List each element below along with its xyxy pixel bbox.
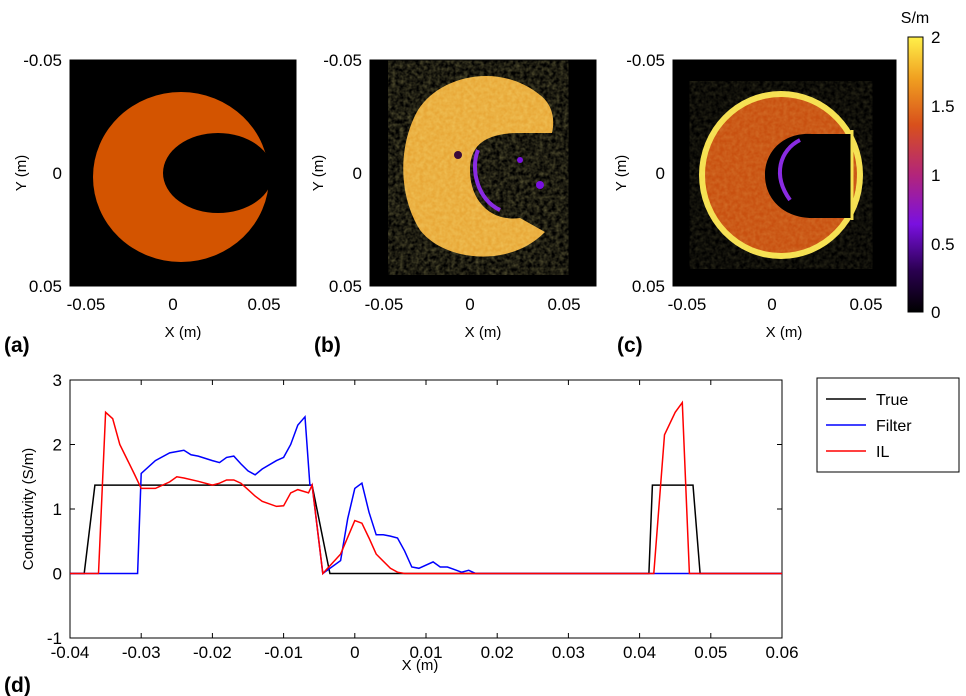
image-b-ytick-bot: 0.05 — [329, 277, 362, 296]
image-a-phantom — [93, 92, 273, 262]
panel-label-b: (b) — [314, 334, 341, 357]
legend: True Filter IL — [816, 377, 960, 473]
series-lines — [70, 400, 782, 576]
x-tick-label: 0.04 — [623, 643, 656, 662]
image-b-xtick-left: -0.05 — [365, 295, 404, 314]
x-tick-label: 0.02 — [481, 643, 514, 662]
image-c-xlabel: X (m) — [766, 324, 803, 341]
y-tick-label: 1 — [53, 500, 62, 519]
image-b-ytick-top: -0.05 — [323, 51, 362, 70]
image-a-xlabel: X (m) — [165, 324, 202, 341]
image-panel-c: -0.05 0 0.05 -0.05 0 0.05 X (m) Y (m) (c… — [613, 51, 897, 357]
legend-label-filter: Filter — [876, 418, 912, 435]
image-c-inner-hole — [765, 133, 852, 218]
image-c-xtick-right: 0.05 — [849, 295, 882, 314]
image-c-purple-fringe — [778, 138, 801, 202]
image-a-inner-hole — [163, 133, 273, 213]
legend-label-il: IL — [876, 444, 889, 461]
image-c-xtick-mid: 0 — [767, 295, 776, 314]
colorbar-unit: S/m — [901, 10, 929, 27]
image-a-xtick-right: 0.05 — [247, 295, 280, 314]
x-tick-label: 0 — [350, 643, 359, 662]
image-a-ylabel: Y (m) — [13, 155, 30, 191]
image-a-ytick-bot: 0.05 — [29, 277, 62, 296]
image-b-xtick-right: 0.05 — [547, 295, 580, 314]
image-a-ytick-top: -0.05 — [23, 51, 62, 70]
colorbar-tick-0-5: 0.5 — [931, 235, 955, 254]
image-a-xtick-mid: 0 — [168, 295, 177, 314]
y-tick-label: 0 — [53, 565, 62, 584]
x-axis-ticks: -0.04 -0.03 -0.02 -0.01 0 0.01 0.02 0.03 0.04 0.0… — [51, 380, 799, 662]
image-b-ylabel: Y (m) — [310, 155, 327, 191]
series-line-il — [70, 400, 782, 576]
image-b-reconstruction — [403, 75, 554, 257]
image-c-ylabel: Y (m) — [613, 155, 630, 191]
image-b-crescent-texture — [403, 75, 554, 257]
image-c-ytick-top: -0.05 — [626, 51, 665, 70]
image-b-purple-spot — [536, 181, 544, 189]
panel-label-a: (a) — [4, 334, 30, 357]
image-b-purple-fringe — [473, 149, 501, 212]
image-a-ytick-mid: 0 — [53, 164, 62, 183]
panel-label-d: (d) — [4, 674, 31, 696]
image-b-ytick-mid: 0 — [353, 164, 362, 183]
y-axis-label: Conductivity (S/m) — [20, 448, 37, 571]
plot-area — [69, 379, 783, 639]
image-c-reconstruction — [699, 91, 863, 259]
image-b-frame — [369, 59, 597, 287]
image-a-frame — [69, 59, 297, 287]
image-a-xtick-left: -0.05 — [67, 295, 106, 314]
colorbar-tick-1-5: 1.5 — [931, 97, 955, 116]
image-panel-a: -0.05 0 0.05 -0.05 0 0.05 X (m) Y (m) (a… — [4, 51, 297, 357]
colorbar-gradient — [907, 36, 924, 313]
colorbar-tick-1: 1 — [931, 166, 940, 185]
x-tick-label: -0.02 — [193, 643, 232, 662]
x-axis-label: X (m) — [402, 657, 439, 674]
y-tick-label: 2 — [53, 436, 62, 455]
image-b-xtick-mid: 0 — [465, 295, 474, 314]
x-tick-label: 0.05 — [694, 643, 727, 662]
image-panel-b: -0.05 0 0.05 -0.05 0 0.05 X (m) Y (m) (b… — [310, 51, 597, 357]
image-c-xtick-left: -0.05 — [668, 295, 707, 314]
x-tick-label: -0.04 — [51, 643, 90, 662]
y-axis-ticks: 3 2 1 0 -1 — [47, 371, 782, 648]
image-c-ytick-bot: 0.05 — [632, 277, 665, 296]
image-b-xlabel: X (m) — [465, 324, 502, 341]
x-tick-label: -0.01 — [264, 643, 303, 662]
colorbar-tick-2: 2 — [931, 28, 940, 47]
colorbar: S/m 2 1.5 1 0.5 0 — [901, 10, 955, 322]
image-c-ytick-mid: 0 — [656, 164, 665, 183]
image-b-dark-spot — [454, 151, 462, 159]
y-tick-label: -1 — [47, 629, 62, 648]
x-tick-label: -0.03 — [122, 643, 161, 662]
image-b-purple-spot-2 — [517, 157, 523, 163]
colorbar-tick-0: 0 — [931, 303, 940, 322]
y-tick-label: 3 — [53, 371, 62, 390]
x-tick-label: 0.06 — [765, 643, 798, 662]
panel-label-c: (c) — [617, 334, 643, 357]
legend-label-true: True — [876, 392, 908, 409]
x-tick-label: 0.01 — [409, 643, 442, 662]
x-tick-label: 0.03 — [552, 643, 585, 662]
image-c-frame — [672, 59, 897, 287]
line-chart: -0.04 -0.03 -0.02 -0.01 0 0.01 0.02 0.03 0.04 0.0… — [4, 371, 799, 696]
